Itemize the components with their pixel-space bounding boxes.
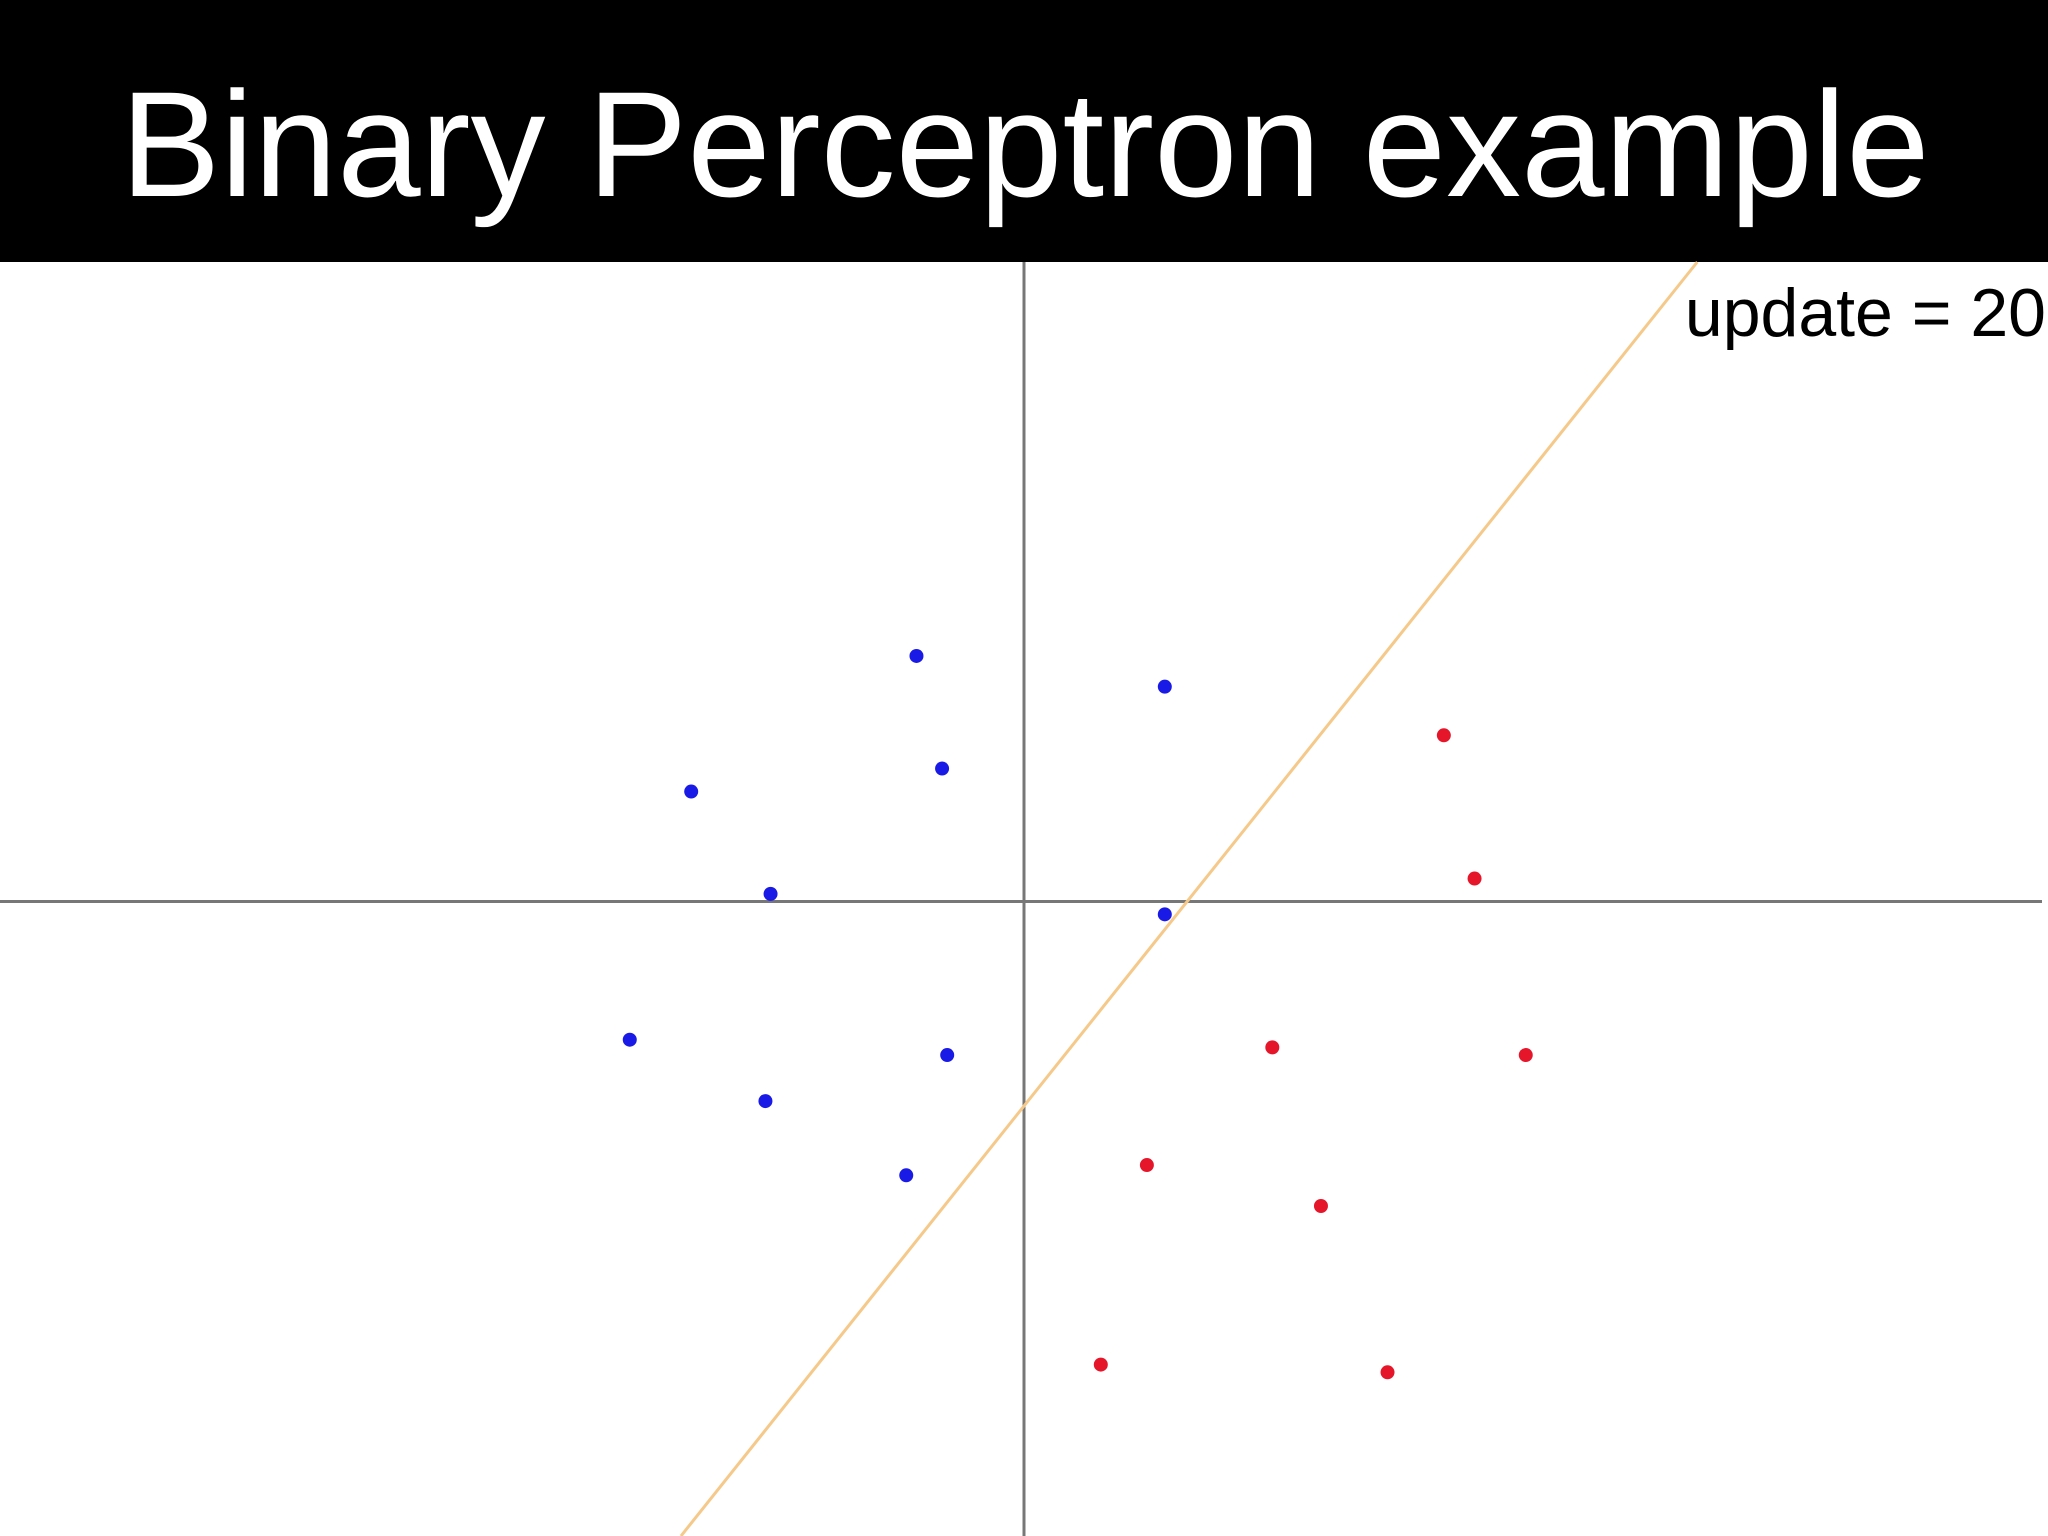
chart-title: Binary Perceptron example [120, 60, 1929, 228]
title-bar [0, 0, 2048, 262]
point [758, 1094, 773, 1109]
point [935, 761, 950, 776]
point [1139, 1158, 1154, 1173]
point [899, 1168, 914, 1183]
point [1436, 728, 1451, 743]
point [1313, 1198, 1328, 1213]
point [1467, 871, 1482, 886]
point [1093, 1357, 1108, 1372]
point [1157, 679, 1172, 694]
point [1380, 1365, 1395, 1380]
decision-boundary [679, 261, 1699, 1536]
point [763, 886, 778, 901]
point [940, 1048, 955, 1063]
point [622, 1032, 637, 1047]
point [1518, 1048, 1533, 1063]
point [1265, 1040, 1280, 1055]
point [909, 648, 924, 663]
point [684, 784, 699, 799]
annotation: update = 20 [1685, 275, 2046, 351]
point [1157, 907, 1172, 922]
